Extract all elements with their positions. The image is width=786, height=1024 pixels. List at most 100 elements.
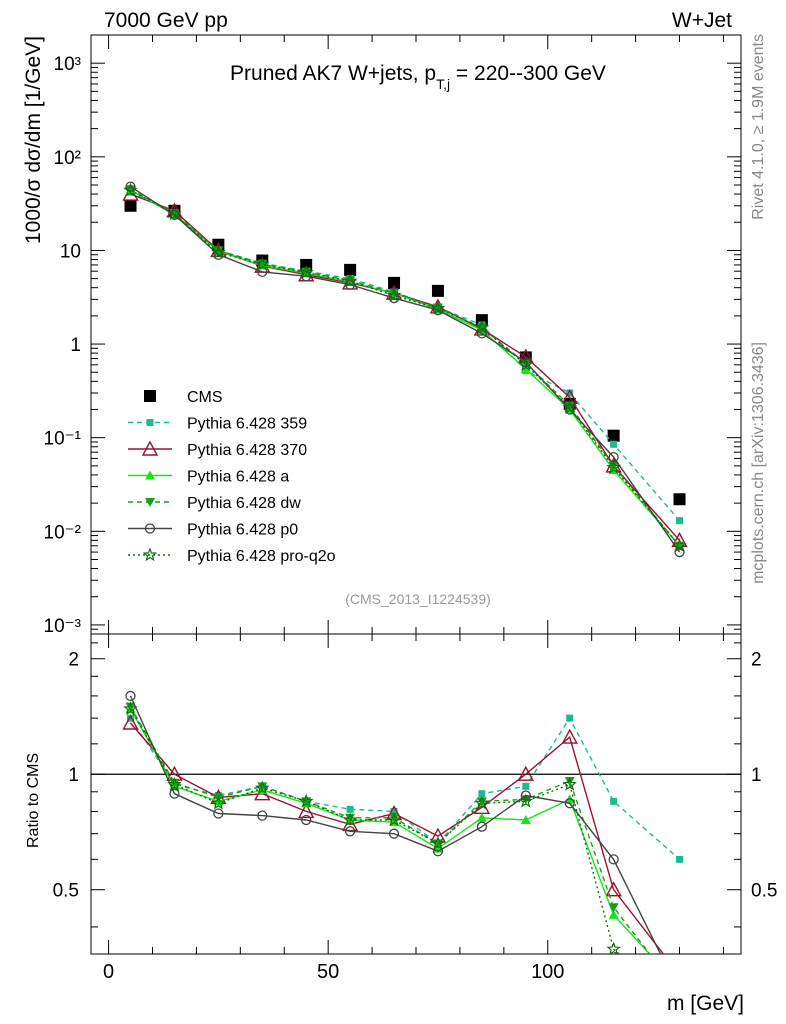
- point-pythia-6-428-359: [610, 440, 618, 448]
- ratio-point-pythia-6-428-pro-q2o: [386, 812, 402, 827]
- x-tick-label: 0: [103, 961, 114, 983]
- point-pythia-6-428-pro-q2o: [606, 459, 621, 474]
- legend-label-pythia-6-428-a: Pythia 6.428 a: [187, 469, 289, 486]
- ratio-point-pythia-6-428-pro-q2o: [562, 776, 577, 791]
- ratio-y-axis-label: Ratio to CMS: [25, 753, 42, 848]
- ratio-line-pythia-6-428-dw: [129, 706, 651, 954]
- point-pythia-6-428-pro-q2o: [167, 206, 182, 221]
- ratio-point-pythia-6-428-pro-q2o: [167, 776, 182, 791]
- point-pythia-6-428-pro-q2o: [255, 256, 270, 271]
- ratio-point-pythia-6-428-370: [298, 802, 315, 819]
- y-tick-label: 10⁻²: [44, 522, 82, 543]
- header-right: W+Jet: [672, 9, 732, 32]
- ratio-point-pythia-6-428-359: [390, 807, 398, 815]
- point-pythia-6-428-dw: [213, 246, 224, 256]
- x-tick-label: 100: [531, 961, 564, 983]
- ratio-point-pythia-6-428-pro-q2o: [255, 780, 270, 795]
- ratio-point-pythia-6-428-359: [676, 855, 684, 863]
- legend-marker-pythia-6-428-dw: [145, 498, 155, 507]
- ratio-tick-label-right: 0.5: [751, 881, 777, 902]
- y-tick-label: 10: [60, 241, 81, 262]
- point-pythia-6-428-a: [520, 364, 531, 374]
- ratio-point-pythia-6-428-370: [517, 765, 534, 781]
- ratio-panel-frame: [90, 633, 742, 955]
- ratio-point-pythia-6-428-pro-q2o: [430, 835, 446, 850]
- plot-title: Pruned AK7 W+jets, pT,j = 220--300 GeV: [230, 62, 606, 92]
- ratio-line-pythia-6-428-pro-q2o: [129, 708, 621, 954]
- ratio-point-pythia-6-428-pro-q2o: [298, 793, 314, 808]
- legend-marker-pythia-6-428-370: [141, 440, 159, 456]
- ratio-point-pythia-6-428-a: [476, 812, 487, 822]
- point-cms: [431, 284, 444, 297]
- legend-label-pythia-6-428-370: Pythia 6.428 370: [187, 442, 307, 459]
- ratio-point-pythia-6-428-a: [520, 814, 531, 824]
- ratio-point-pythia-6-428-p0: [476, 821, 488, 832]
- point-pythia-6-428-pro-q2o: [430, 300, 446, 315]
- main-panel-frame: [90, 34, 742, 635]
- ratio-point-pythia-6-428-370: [561, 728, 578, 744]
- point-pythia-6-428-pro-q2o: [672, 538, 687, 552]
- point-pythia-6-428-pro-q2o: [123, 182, 138, 197]
- ratio-tick-label: 0.5: [53, 881, 79, 902]
- ratio-point-pythia-6-428-dw: [257, 782, 268, 792]
- ratio-point-pythia-6-428-p0: [388, 828, 400, 839]
- legend-marker-pythia-6-428-a: [145, 470, 155, 480]
- point-pythia-6-428-pro-q2o: [386, 287, 402, 302]
- ratio-point-pythia-6-428-359: [127, 714, 135, 722]
- ratio-point-pythia-6-428-dw: [564, 777, 575, 787]
- point-pythia-6-428-359: [676, 517, 684, 525]
- legend-label-pythia-6-428-pro-q2o: Pythia 6.428 pro-q2o: [187, 548, 336, 565]
- point-pythia-6-428-p0: [344, 279, 356, 290]
- point-pythia-6-428-p0: [213, 249, 224, 260]
- ratio-tick-label: 2: [68, 650, 79, 671]
- ratio-point-pythia-6-428-pro-q2o: [123, 701, 138, 716]
- ratio-tick-label: 1: [68, 765, 79, 786]
- point-pythia-6-428-p0: [301, 271, 312, 282]
- point-cms: [124, 199, 137, 212]
- ratio-point-pythia-6-428-pro-q2o: [474, 795, 490, 810]
- ratio-point-pythia-6-428-370: [605, 881, 622, 897]
- y-tick-label: 10³: [54, 54, 81, 75]
- ratio-line-pythia-6-428-p0: [129, 695, 662, 954]
- ratio-point-pythia-6-428-dw: [125, 702, 136, 712]
- legend-label-pythia-6-428-359: Pythia 6.428 359: [187, 416, 307, 433]
- point-cms: [388, 276, 401, 289]
- ratio-tick-label-right: 2: [751, 650, 762, 671]
- y-tick-label: 10⁻³: [44, 616, 82, 637]
- point-pythia-6-428-pro-q2o: [211, 244, 226, 259]
- point-pythia-6-428-pro-q2o: [342, 273, 358, 288]
- ratio-point-pythia-6-428-p0: [301, 814, 312, 826]
- ratio-point-pythia-6-428-p0: [169, 788, 180, 799]
- ratio-point-pythia-6-428-a: [608, 909, 619, 919]
- point-cms: [673, 493, 686, 506]
- ratio-point-pythia-6-428-dw: [389, 813, 400, 823]
- y-axis-label: 1000/σ dσ/dm [1/GeV]: [22, 36, 45, 244]
- ratio-point-pythia-6-428-p0: [125, 690, 136, 702]
- ratio-point-pythia-6-428-p0: [608, 854, 619, 865]
- point-pythia-6-428-dw: [564, 401, 575, 411]
- legend-marker-pythia-6-428-pro-q2o: [142, 547, 158, 562]
- ratio-point-pythia-6-428-pro-q2o: [518, 793, 534, 808]
- legend-marker-pythia-6-428-p0: [144, 523, 156, 534]
- title-sub: T,j: [436, 76, 450, 92]
- point-pythia-6-428-pro-q2o: [298, 264, 314, 279]
- title-tail: = 220--300 GeV: [450, 62, 606, 85]
- ratio-point-pythia-6-428-359: [478, 790, 486, 798]
- ratio-tick-label-right: 1: [751, 765, 762, 786]
- legend-marker-cms: [144, 390, 156, 402]
- side-label-bottom: mcplots.cern.ch [arXiv:1306.3436]: [750, 342, 767, 584]
- reference-label: (CMS_2013_I1224539): [345, 591, 491, 607]
- ratio-point-pythia-6-428-p0: [520, 790, 531, 801]
- point-cms: [344, 263, 357, 276]
- ratio-point-pythia-6-428-pro-q2o: [211, 795, 226, 810]
- legend-label-pythia-6-428-dw: Pythia 6.428 dw: [187, 495, 301, 512]
- point-pythia-6-428-p0: [476, 328, 488, 339]
- y-tick-label: 1: [70, 335, 81, 356]
- ratio-point-pythia-6-428-p0: [213, 808, 224, 819]
- point-pythia-6-428-p0: [564, 404, 575, 415]
- ratio-point-pythia-6-428-359: [346, 805, 354, 813]
- ratio-point-pythia-6-428-p0: [564, 798, 575, 809]
- x-tick-label: 50: [317, 961, 339, 983]
- point-pythia-6-428-pro-q2o: [562, 399, 577, 414]
